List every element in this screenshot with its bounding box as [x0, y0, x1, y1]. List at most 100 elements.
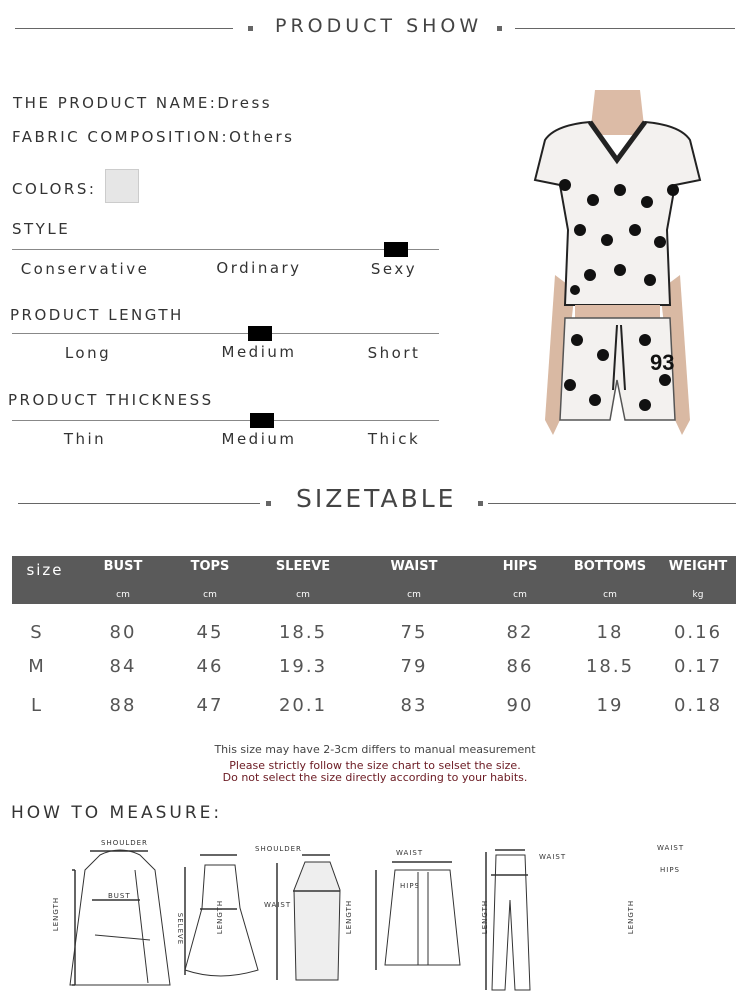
table-cell: 83: [400, 695, 428, 716]
table-cell: 88: [109, 695, 137, 716]
label-shoulder: SHOULDER: [101, 839, 148, 847]
label-length: LENGTH: [216, 899, 225, 935]
option: Thick: [367, 430, 421, 448]
label-length: LENGTH: [52, 896, 61, 932]
divider: [15, 28, 233, 29]
label-sleeve: SELEVE: [176, 912, 185, 946]
table-cell: 84: [109, 656, 137, 677]
shorts-diagram: [375, 861, 461, 970]
divider: [18, 503, 260, 504]
product-photo: 93: [495, 90, 740, 470]
scale-title-length: PRODUCT LENGTH: [10, 306, 184, 324]
label: FABRIC COMPOSITION:: [12, 128, 230, 146]
divider: [488, 503, 736, 504]
option: Ordinary: [216, 259, 302, 277]
label-hips: HIPS: [660, 866, 680, 874]
divider-square: [497, 26, 502, 31]
divider-square: [266, 501, 271, 506]
section-title-product-show: PRODUCT SHOW: [275, 15, 483, 37]
column-unit: cm: [513, 590, 527, 600]
option: Long: [64, 344, 112, 362]
label-waist: WAIST: [657, 844, 685, 852]
column-header: HIPS: [502, 559, 538, 574]
size-label: L: [30, 695, 44, 716]
fabric-composition: FABRIC COMPOSITION:Others: [12, 128, 294, 146]
table-cell: 86: [506, 656, 534, 677]
divider-square: [478, 501, 483, 506]
label-length: LENGTH: [627, 899, 636, 935]
table-cell: 20.1: [278, 695, 328, 716]
size-warning: Please strictly follow the size chart to…: [229, 759, 521, 772]
option: Medium: [221, 430, 297, 448]
scale-line: [12, 249, 439, 250]
column-unit: cm: [203, 590, 217, 600]
table-cell: 19: [596, 695, 624, 716]
label-length: LENGTH: [481, 899, 490, 935]
table-cell: 18.5: [585, 656, 635, 677]
table-cell: 45: [196, 622, 224, 643]
table-cell: 19.3: [278, 656, 328, 677]
value: Dress: [217, 94, 273, 112]
size-label: M: [28, 656, 46, 677]
label-waist: WAIST: [539, 853, 567, 861]
scale-marker-style: [384, 242, 408, 257]
colors-label: COLORS:: [12, 180, 97, 198]
size-warning: Do not select the size directly accordin…: [222, 771, 528, 784]
size-label: S: [30, 622, 44, 643]
table-cell: 0.17: [673, 656, 723, 677]
measure-diagrams: [69, 849, 531, 991]
option: Short: [367, 344, 421, 362]
table-cell: 0.16: [673, 622, 723, 643]
value: Others: [229, 128, 295, 146]
dress-diagram: [184, 854, 259, 977]
column-header: BUST: [103, 559, 143, 574]
label-bust: BUST: [108, 892, 131, 900]
table-cell: 90: [506, 695, 534, 716]
label: THE PRODUCT NAME:: [13, 94, 218, 112]
jersey-number: 93: [650, 350, 674, 375]
scale-title-style: STYLE: [12, 220, 71, 238]
size-note: This size may have 2-3cm differs to manu…: [214, 743, 536, 756]
table-cell: 18: [596, 622, 624, 643]
column-unit: kg: [692, 590, 704, 600]
label-hips: HIPS: [400, 882, 420, 890]
column-header: WEIGHT: [668, 559, 728, 574]
column-header: size: [26, 561, 64, 579]
table-cell: 46: [196, 656, 224, 677]
column-header: WAIST: [390, 559, 438, 574]
section-title-sizetable: SIZETABLE: [296, 484, 457, 513]
option: Sexy: [370, 260, 418, 278]
size-table-header: [12, 556, 736, 604]
column-header: SLEEVE: [275, 559, 331, 574]
label-shoulder: SHOULDER: [255, 845, 302, 853]
scale-line: [12, 420, 439, 421]
divider-square: [248, 26, 253, 31]
column-header: TOPS: [190, 559, 230, 574]
scale-title-thickness: PRODUCT THICKNESS: [8, 391, 214, 409]
skirt-diagram: [276, 854, 341, 981]
color-swatch[interactable]: [105, 169, 139, 203]
label-waist: WAIST: [396, 849, 424, 857]
label-waist: WAIST: [264, 901, 292, 909]
option: Medium: [221, 343, 297, 361]
pants-diagram: [485, 849, 531, 991]
option: Thin: [63, 430, 107, 448]
table-cell: 18.5: [278, 622, 328, 643]
column-header: BOTTOMS: [573, 559, 647, 574]
product-name: THE PRODUCT NAME:Dress: [13, 94, 272, 112]
scale-marker-length: [248, 326, 272, 341]
scale-marker-thickness: [250, 413, 274, 428]
table-cell: 47: [196, 695, 224, 716]
column-unit: cm: [407, 590, 421, 600]
scale-line: [12, 333, 439, 334]
table-cell: 75: [400, 622, 428, 643]
jacket-diagram: [69, 849, 171, 986]
table-cell: 82: [506, 622, 534, 643]
label-length: LENGTH: [345, 899, 354, 935]
column-unit: cm: [116, 590, 130, 600]
option: Conservative: [20, 260, 150, 278]
table-cell: 80: [109, 622, 137, 643]
table-cell: 79: [400, 656, 428, 677]
section-title-how-to-measure: HOW TO MEASURE:: [11, 803, 223, 823]
table-cell: 0.18: [673, 695, 723, 716]
